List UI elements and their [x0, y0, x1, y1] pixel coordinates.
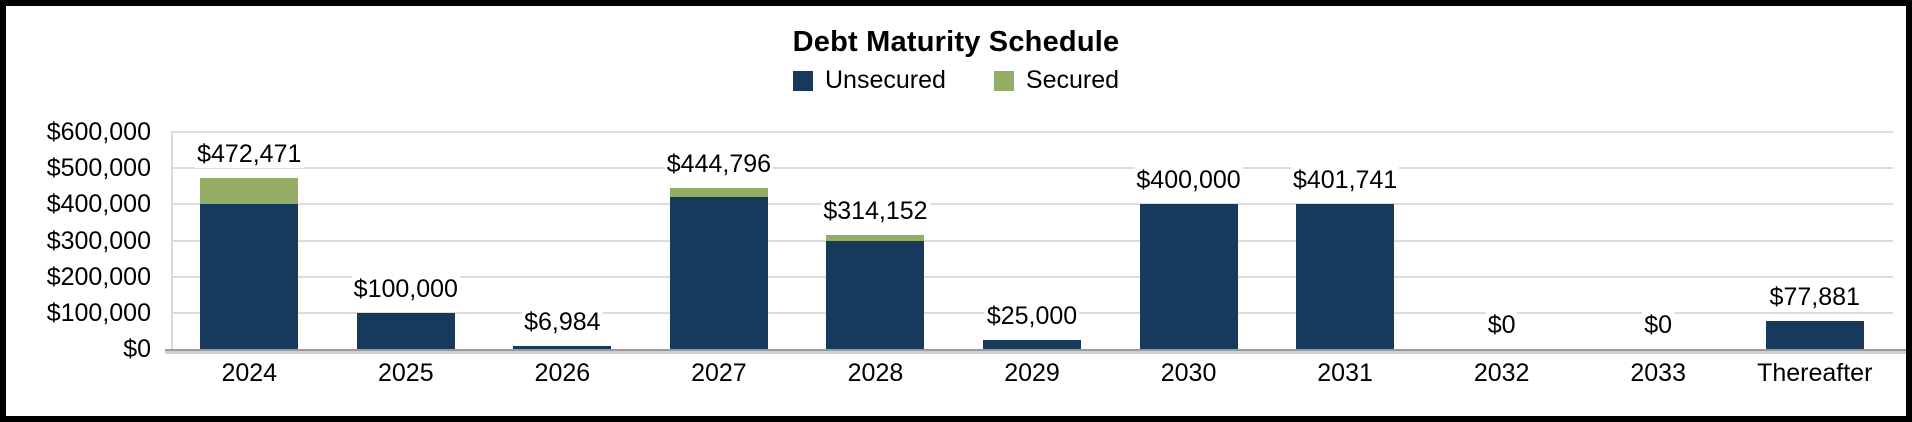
bar-2030 [1139, 204, 1238, 349]
bar-value-label: $77,881 [1767, 282, 1862, 311]
bar-value-label: $472,471 [195, 140, 304, 169]
x-tick-label: 2029 [1004, 359, 1060, 387]
bar-slot-2029: $25,000 [954, 132, 1111, 349]
unsecured-segment [826, 240, 925, 349]
secured-segment [669, 188, 768, 198]
bar-2026 [513, 346, 612, 349]
unsecured-segment [1765, 320, 1864, 349]
bar-value-label: $0 [1485, 311, 1518, 339]
unsecured-segment [356, 312, 455, 349]
y-tick-label: $600,000 [46, 118, 151, 146]
y-tick-label: $300,000 [46, 226, 151, 255]
x-tick-label: 2024 [221, 359, 278, 387]
bar-value-label: $400,000 [1134, 166, 1243, 195]
legend-item-secured: Secured [993, 66, 1120, 95]
unsecured-swatch-icon [792, 70, 813, 91]
bar-slot-2026: $6,984 [484, 132, 641, 349]
bar-2031 [1296, 203, 1395, 349]
gridline [171, 167, 1893, 170]
bar-slot-thereafter: $77,881 [1736, 132, 1893, 349]
x-axis-shadow [165, 351, 1906, 354]
bar-value-label: $444,796 [664, 150, 774, 179]
bar-slot-2024: $472,471 [171, 132, 328, 349]
bar-slot-2033: $0 [1580, 132, 1737, 349]
legend-label-secured: Secured [1025, 66, 1120, 94]
gridline [171, 203, 1893, 206]
y-tick-label: $400,000 [46, 190, 151, 219]
bar-slot-2028: $314,152 [797, 132, 954, 349]
bar-2024 [200, 178, 299, 349]
unsecured-segment [200, 204, 299, 349]
unsecured-segment [983, 339, 1081, 349]
gridline [171, 131, 1893, 133]
x-tick-label: 2026 [534, 359, 591, 387]
legend-label-unsecured: Unsecured [824, 66, 946, 94]
bar-2028 [826, 235, 925, 349]
bars-row: $472,471 $100,000 $6,984 $444,796 $314,152 $2… [171, 132, 1893, 349]
bar-slot-2032: $0 [1423, 132, 1580, 349]
secured-swatch-icon [993, 70, 1014, 91]
bar-2029 [983, 339, 1081, 349]
x-tick-label: 2030 [1160, 359, 1217, 387]
unsecured-segment [513, 346, 612, 349]
x-tick-label: Thereafter [1757, 359, 1873, 387]
legend-item-unsecured: Unsecured [792, 66, 946, 95]
chart-title: Debt Maturity Schedule [792, 26, 1120, 58]
unsecured-segment [1139, 204, 1238, 349]
x-tick-label: 2027 [691, 359, 747, 387]
bar-2025 [356, 312, 455, 349]
bar-slot-2027: $444,796 [641, 132, 798, 349]
bar-slot-2030: $400,000 [1110, 132, 1267, 349]
y-tick-label: $200,000 [46, 262, 151, 291]
bar-value-label: $100,000 [351, 274, 460, 303]
bar-value-label: $401,741 [1290, 165, 1400, 194]
x-tick-label: 2025 [378, 359, 434, 387]
x-tick-label: 2033 [1630, 359, 1686, 387]
bar-thereafter [1765, 320, 1864, 349]
unsecured-segment [669, 197, 768, 349]
bar-value-label: $25,000 [984, 301, 1080, 330]
bar-slot-2025: $100,000 [328, 132, 485, 349]
y-tick-label: $100,000 [46, 298, 151, 327]
x-tick-label: 2028 [847, 359, 904, 387]
x-tick-label: 2032 [1473, 359, 1530, 387]
gridline [171, 275, 1893, 278]
bar-value-label: $0 [1642, 311, 1675, 339]
chart-legend: Unsecured Secured [6, 66, 1906, 95]
secured-segment [826, 235, 925, 241]
y-axis-line [171, 132, 173, 349]
y-tick-label: $500,000 [46, 154, 151, 183]
secured-segment [200, 178, 299, 205]
bar-value-label: $6,984 [522, 308, 603, 337]
x-axis-line [165, 349, 1906, 351]
y-tick-label: $0 [123, 335, 151, 363]
bar-2027 [669, 188, 768, 349]
bar-value-label: $314,152 [821, 197, 930, 226]
bar-slot-2031: $401,741 [1267, 132, 1424, 349]
gridline [171, 239, 1893, 242]
x-axis-labels: 2024 2025 2026 2027 2028 2029 2030 2031 2032 2033… [171, 358, 1893, 388]
x-tick-label: 2031 [1317, 359, 1373, 387]
unsecured-segment [1296, 203, 1395, 349]
